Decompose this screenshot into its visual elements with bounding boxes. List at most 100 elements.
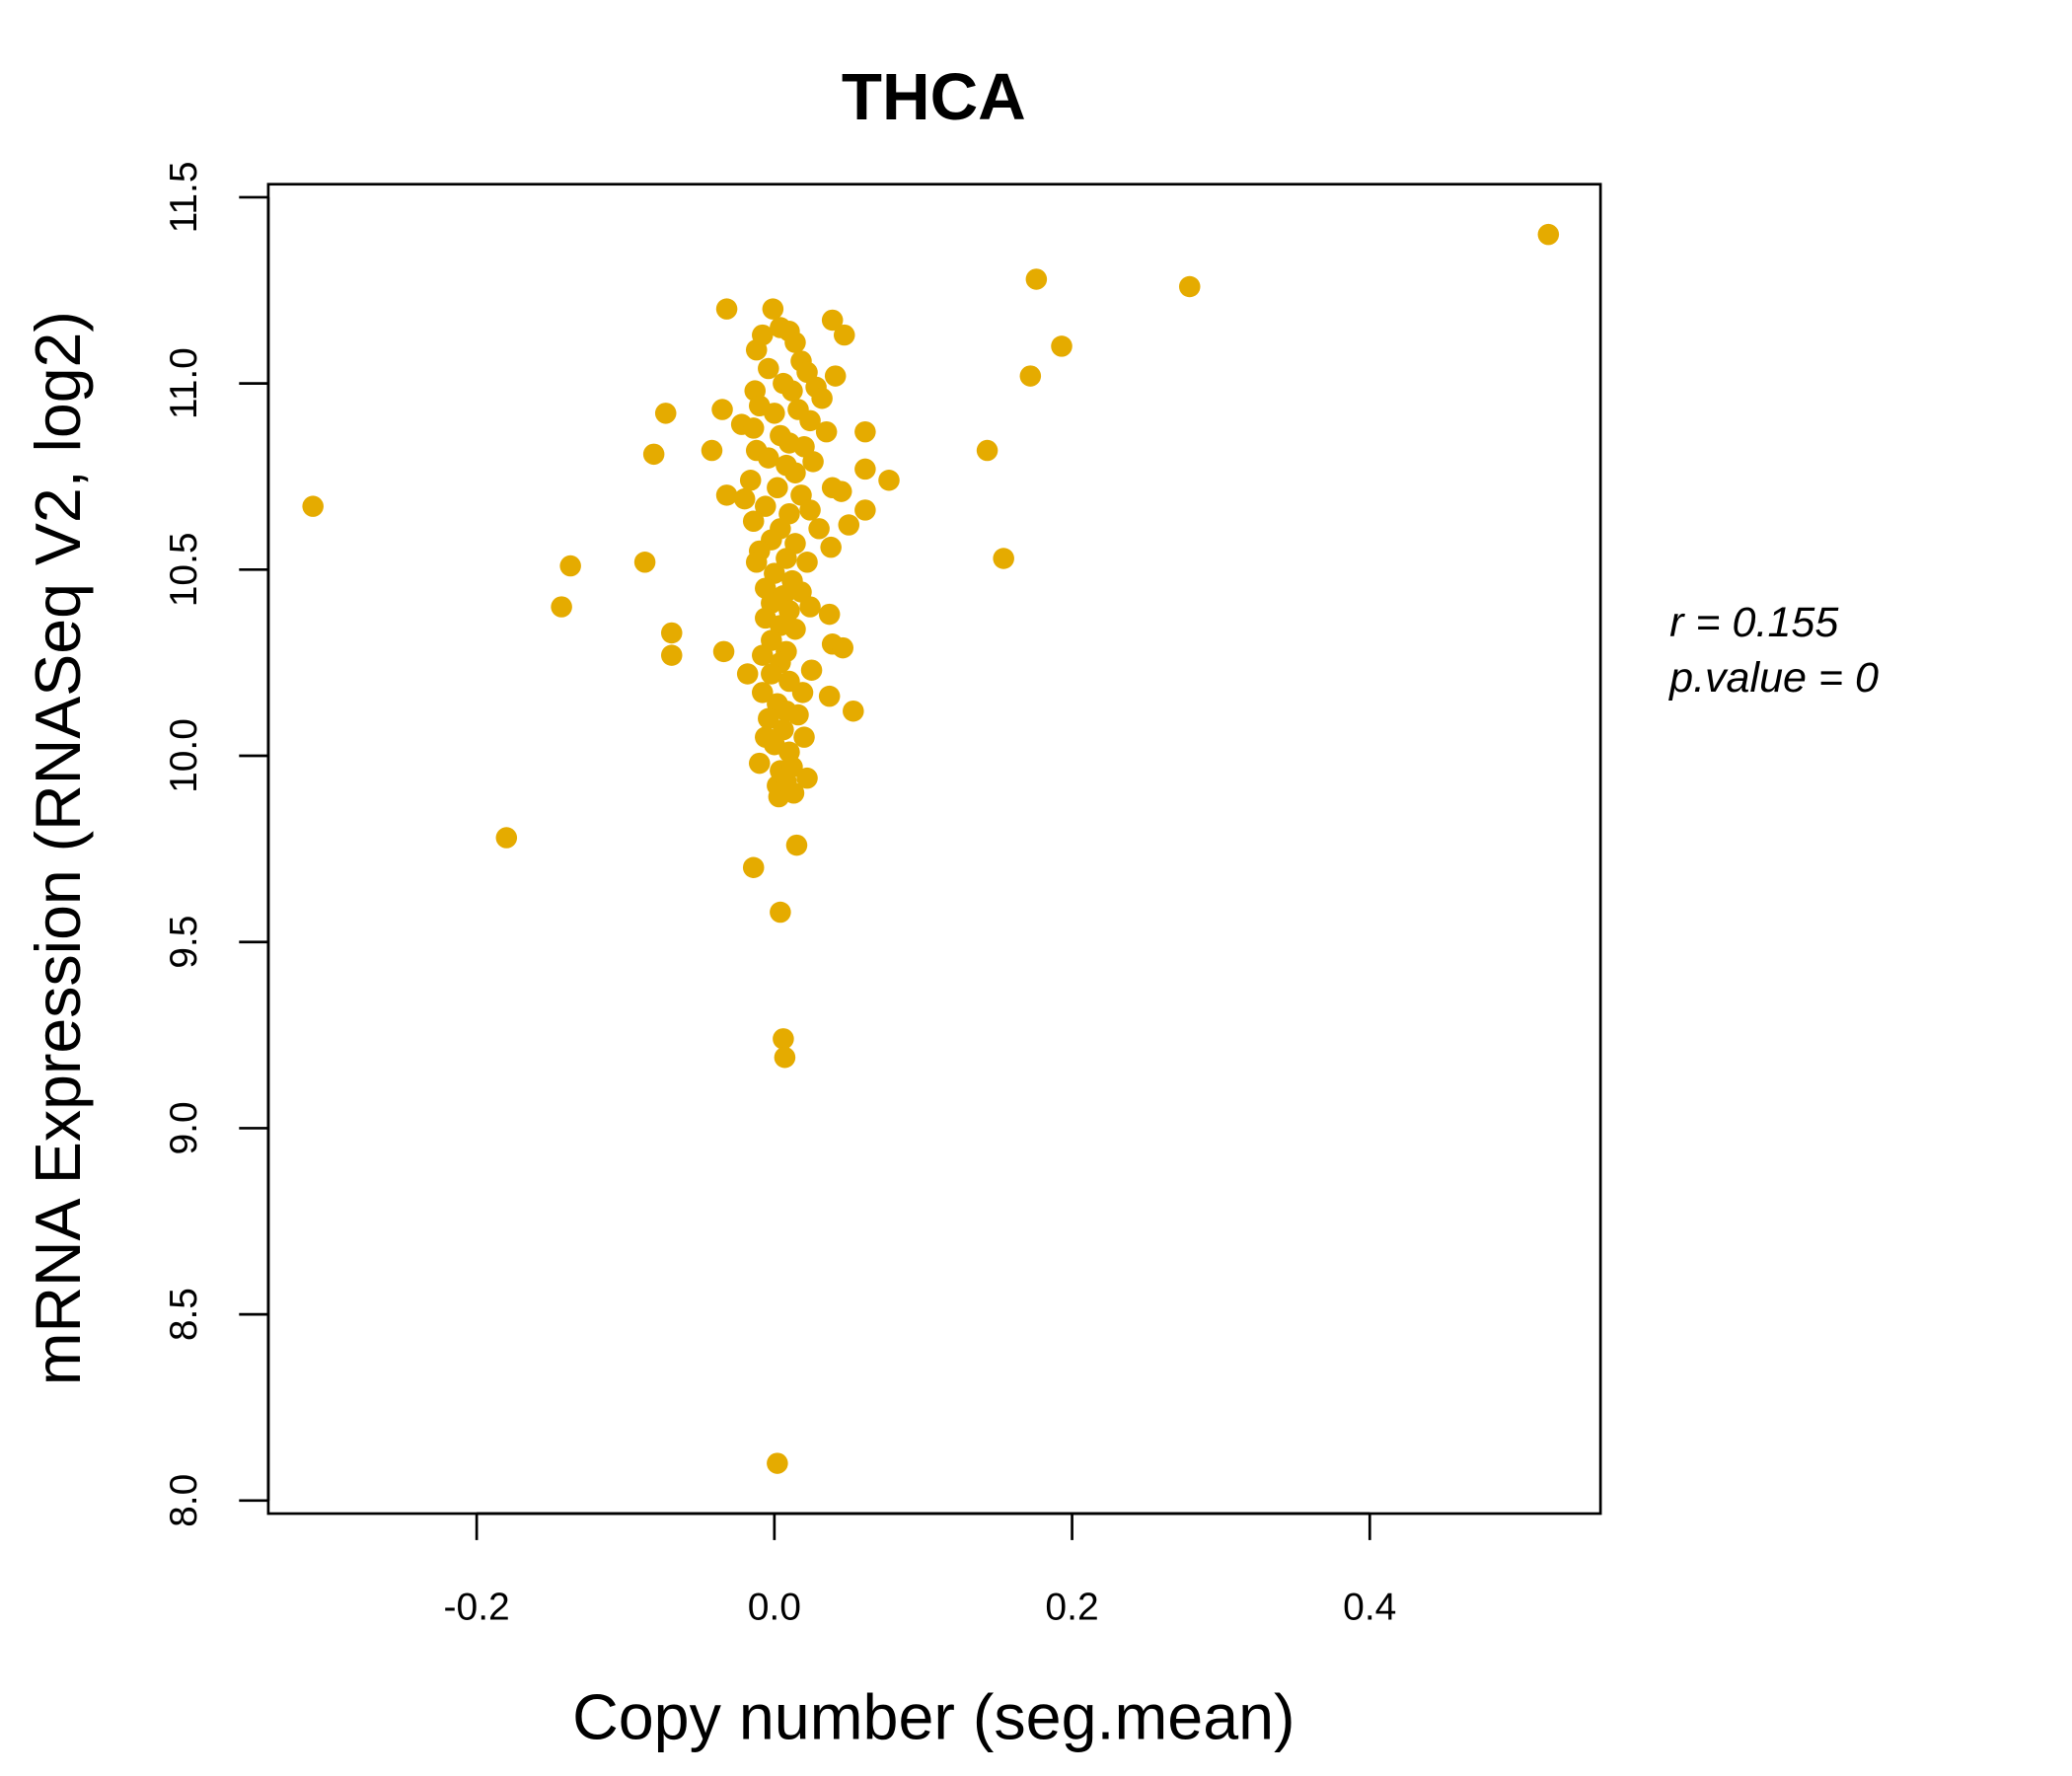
- data-point: [815, 420, 838, 443]
- y-tick-label: 9.5: [163, 916, 205, 969]
- data-point: [764, 403, 785, 424]
- data-point: [821, 477, 844, 499]
- x-tick-label: 0.4: [1343, 1587, 1396, 1629]
- data-point: [843, 700, 864, 722]
- data-point: [784, 618, 806, 640]
- data-point: [784, 332, 806, 353]
- x-tick-label: 0.2: [1045, 1587, 1098, 1629]
- data-point: [818, 685, 841, 707]
- y-tick-label: 9.0: [163, 1101, 205, 1154]
- data-point: [800, 659, 823, 681]
- y-tick-label: 11.5: [163, 161, 205, 233]
- y-tick-label: 8.0: [163, 1474, 205, 1527]
- data-point: [1019, 365, 1042, 387]
- data-point: [802, 451, 824, 473]
- plot-frame: [266, 183, 1602, 1516]
- data-point: [776, 548, 797, 569]
- y-axis: 8.0 8.5 9.0 9.5 10.0 10.5 11.0 11.5: [163, 161, 270, 1527]
- data-point: [811, 387, 833, 409]
- data-point: [739, 470, 762, 491]
- data-point: [796, 552, 818, 573]
- data-point: [715, 298, 738, 320]
- data-point: [821, 309, 844, 332]
- data-point: [711, 399, 733, 420]
- data-point: [1051, 335, 1073, 357]
- data-point: [752, 324, 774, 346]
- data-point: [993, 548, 1014, 569]
- data-point: [854, 458, 876, 481]
- data-point: [781, 756, 803, 778]
- data-point: [773, 1028, 794, 1050]
- data-point: [302, 495, 324, 517]
- y-tick-label: 8.5: [163, 1288, 205, 1341]
- data-point: [495, 827, 518, 849]
- x-tick-label: -0.2: [443, 1587, 509, 1629]
- data-point: [878, 470, 900, 491]
- y-tick-label: 11.0: [163, 347, 205, 419]
- data-point: [785, 834, 808, 856]
- data-point: [736, 663, 759, 685]
- data-point: [799, 409, 821, 432]
- data-point: [701, 439, 723, 462]
- data-point: [761, 663, 782, 685]
- data-point: [733, 487, 756, 510]
- data-point: [808, 518, 830, 540]
- data-point: [762, 298, 784, 320]
- data-point: [784, 462, 806, 483]
- data-point: [745, 552, 768, 573]
- data-point: [1178, 275, 1201, 298]
- data-point: [660, 644, 683, 666]
- data-point: [748, 752, 771, 775]
- data-point: [758, 707, 779, 730]
- x-tick-label: 0.0: [748, 1587, 801, 1629]
- data-point: [752, 682, 774, 703]
- data-point: [832, 636, 854, 659]
- data-point: [752, 644, 774, 666]
- data-point: [976, 439, 999, 462]
- data-point: [742, 510, 765, 533]
- data-point: [767, 477, 788, 499]
- data-point: [559, 555, 581, 577]
- data-point: [774, 1046, 796, 1069]
- correlation-r: r = 0.155: [1669, 599, 1839, 646]
- x-axis: -0.2 0.0 0.2 0.4: [443, 1512, 1396, 1629]
- data-point: [854, 420, 876, 443]
- x-axis-label: Copy number (seg.mean): [572, 1681, 1295, 1752]
- data-point: [818, 603, 841, 626]
- data-point: [776, 700, 797, 722]
- data-point: [854, 499, 876, 521]
- data-point: [712, 640, 735, 663]
- data-point: [799, 596, 821, 618]
- data-point: [758, 357, 779, 380]
- data-point: [781, 380, 803, 402]
- data-point: [796, 767, 818, 789]
- data-point: [820, 536, 842, 558]
- data-point: [742, 856, 765, 878]
- data-point: [755, 495, 777, 517]
- data-point: [833, 324, 855, 346]
- data-point: [715, 484, 738, 506]
- data-point: [758, 447, 779, 469]
- y-tick-label: 10.5: [163, 532, 205, 607]
- data-point: [838, 514, 860, 536]
- y-axis-label: mRNA Expression (RNASeq V2, log2): [23, 311, 94, 1385]
- data-point: [551, 596, 572, 618]
- data-point: [824, 365, 847, 387]
- data-point: [767, 1452, 788, 1474]
- data-point: [793, 726, 815, 748]
- data-point: [654, 403, 677, 424]
- data-point: [799, 499, 821, 521]
- data-point: [778, 670, 800, 693]
- data-points: [302, 223, 1560, 1474]
- data-point: [660, 622, 683, 644]
- data-point: [633, 552, 656, 573]
- data-point: [770, 901, 791, 924]
- chart-title: THCA: [842, 60, 1026, 134]
- y-tick-label: 10.0: [163, 718, 205, 793]
- data-point: [742, 417, 765, 439]
- p-value: p.value = 0: [1667, 654, 1879, 702]
- data-point: [642, 443, 665, 466]
- data-point: [1025, 268, 1048, 290]
- data-point: [1537, 223, 1560, 246]
